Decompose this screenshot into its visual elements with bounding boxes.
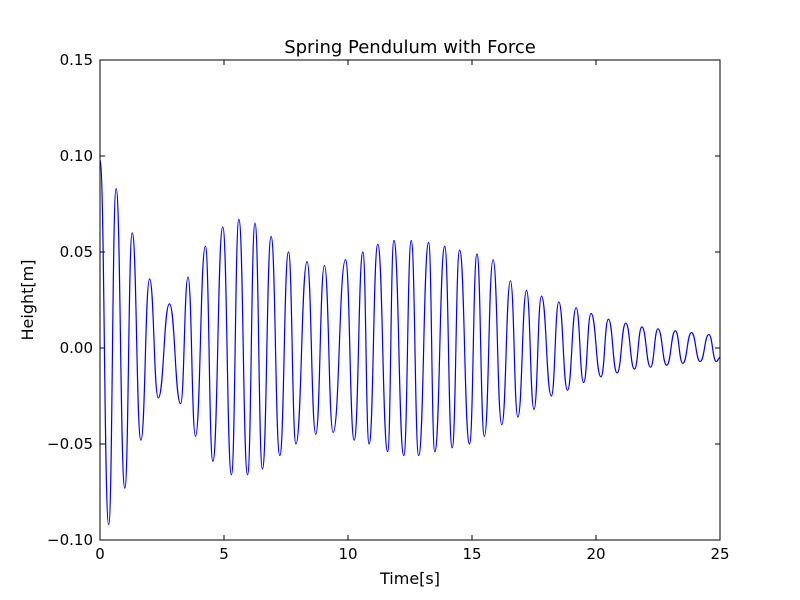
y-tick-label: −0.05 [47,435,93,453]
chart-title: Spring Pendulum with Force [284,37,536,58]
y-tick-label: 0.10 [60,147,93,165]
y-tick-label: 0.15 [60,51,93,69]
x-tick-label: 15 [462,545,481,563]
series-layer [99,159,721,526]
x-axis-label: Time[s] [379,569,440,588]
x-tick-label: 0 [95,545,105,563]
y-tick-label: 0.00 [60,339,93,357]
y-tick-label: −0.10 [47,531,93,549]
plot-frame [99,59,721,541]
x-tick-label: 25 [710,545,729,563]
x-tick-label: 5 [219,545,229,563]
x-tick-label: 20 [586,545,605,563]
y-axis-label: Height[m] [18,260,37,341]
x-tick-label: 10 [338,545,357,563]
series-line [99,159,721,526]
y-tick-label: 0.05 [60,243,93,261]
tick-layer: 0 5 10 15 20 25 −0.10 −0.05 0.00 0.05 0.10 0.15 [47,51,730,563]
